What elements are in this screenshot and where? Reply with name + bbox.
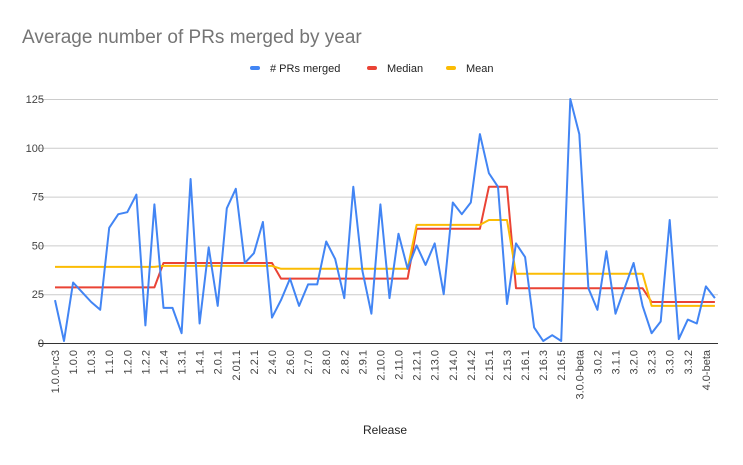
legend-item[interactable]: Median <box>367 63 423 75</box>
x-tick-label: 2.11.0 <box>394 350 406 380</box>
x-tick-label: 2.15.3 <box>502 350 514 381</box>
x-tick-label: 1.0.3 <box>86 350 98 374</box>
x-tick-label: 3.0.2 <box>592 350 604 374</box>
x-tick-label: 2.15.1 <box>484 350 496 381</box>
x-tick-label: 2.14.2 <box>466 350 478 381</box>
x-tick-label: 1.2.2 <box>140 350 152 374</box>
gridlines <box>38 99 718 296</box>
legend-item[interactable]: Mean <box>446 63 494 75</box>
x-tick-label: 1.1.0 <box>104 350 116 374</box>
legend-label: Median <box>387 63 423 75</box>
legend-swatch <box>250 66 260 70</box>
x-tick-label: 2.8.0 <box>321 350 333 374</box>
x-tick-label: 2.16.1 <box>520 350 532 381</box>
x-tick-label: 2.14.0 <box>448 350 460 381</box>
x-tick-label: 3.3.2 <box>683 350 695 374</box>
x-tick-label: 3.0.0-beta <box>574 349 586 399</box>
x-tick-label: 2.01.1 <box>231 350 243 381</box>
x-axis-ticks: 1.0.0-rc3 1.0.0 1.0.3 1.1.0 1.2.0 1.2.2 1.2.4 1… <box>50 349 713 399</box>
x-tick-label: 1.4.1 <box>195 350 207 374</box>
x-tick-label: 2.2.1 <box>249 350 261 374</box>
x-tick-label: 1.3.1 <box>177 350 189 374</box>
x-tick-label: 4.0-beta <box>701 349 713 390</box>
y-axis-ticks: 0255075100125 <box>26 94 44 350</box>
legend: # PRs merged Median Mean <box>250 63 494 75</box>
series-lines <box>54 98 716 342</box>
legend-label: # PRs merged <box>270 63 340 75</box>
x-tick-label: 3.2.0 <box>629 350 641 374</box>
y-tick-label: 100 <box>26 143 44 155</box>
x-axis-label: Release <box>363 423 407 437</box>
x-tick-label: 1.2.0 <box>122 350 134 374</box>
x-tick-label: 2.9.1 <box>357 350 369 374</box>
series-line-median <box>55 185 715 303</box>
x-tick-label: 2.6.0 <box>285 350 297 374</box>
x-tick-label: 1.0.0-rc3 <box>50 350 62 393</box>
x-tick-label: 1.2.4 <box>158 350 170 374</box>
legend-item[interactable]: # PRs merged <box>250 63 340 75</box>
x-tick-label: 2.16.3 <box>538 350 550 381</box>
x-tick-label: 2.10.0 <box>375 350 387 381</box>
legend-label: Mean <box>466 63 494 75</box>
series-line-prs-merged <box>54 98 716 342</box>
x-tick-label: 3.1.1 <box>610 350 622 374</box>
chart-title: Average number of PRs merged by year <box>22 27 362 48</box>
x-tick-label: 2.7.0 <box>303 350 315 374</box>
y-tick-label: 50 <box>32 240 44 252</box>
x-tick-label: 2.13.0 <box>430 350 442 381</box>
x-tick-label: 2.8.2 <box>339 350 351 374</box>
legend-swatch <box>367 66 377 70</box>
y-tick-label: 25 <box>32 289 44 301</box>
x-tick-label: 3.2.3 <box>647 350 659 374</box>
x-tick-label: 2.4.0 <box>267 350 279 374</box>
x-tick-label: 2.0.1 <box>213 350 225 374</box>
series-line-mean <box>55 219 715 307</box>
y-tick-label: 125 <box>26 94 44 106</box>
x-tick-label: 3.3.0 <box>665 350 677 374</box>
y-tick-label: 75 <box>32 192 44 204</box>
x-tick-label: 1.0.0 <box>68 350 80 374</box>
x-tick-label: 2.12.1 <box>412 350 424 381</box>
legend-swatch <box>446 66 456 70</box>
x-tick-label: 2.16.5 <box>556 350 568 381</box>
